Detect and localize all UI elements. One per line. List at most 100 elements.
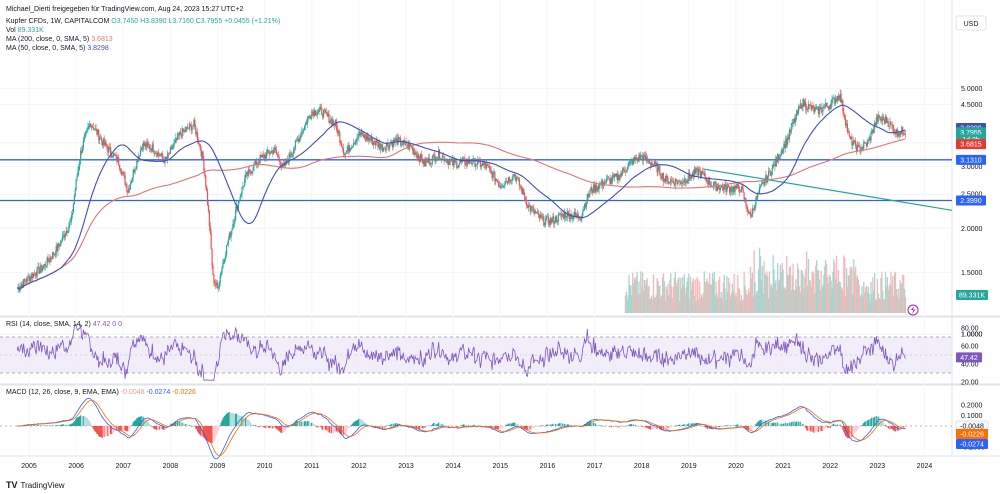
- macd-histogram-bar: [795, 422, 797, 426]
- volume-bar: [839, 282, 841, 313]
- macd-histogram-bar: [685, 424, 687, 426]
- volume-bar: [729, 283, 731, 313]
- macd-histogram-bar: [743, 426, 745, 428]
- candle-body: [90, 123, 92, 128]
- rsi-line[interactable]: [16, 324, 906, 381]
- volume-bar: [860, 294, 862, 313]
- macd-histogram-bar: [313, 424, 316, 426]
- macd-signal-line[interactable]: [17, 399, 906, 457]
- candle-body: [306, 119, 308, 125]
- macd-histogram-bar: [150, 426, 152, 427]
- currency-button[interactable]: [955, 15, 987, 31]
- candle-body: [364, 134, 366, 138]
- candle-body: [181, 128, 183, 138]
- candle-body: [563, 213, 565, 219]
- candle-body: [165, 156, 167, 160]
- macd-histogram-bar: [872, 417, 874, 426]
- macd-histogram-bar: [551, 424, 553, 426]
- candle-body: [233, 223, 235, 225]
- candle-body: [731, 190, 733, 192]
- macd-histogram-bar: [534, 426, 536, 428]
- candle-body: [73, 196, 75, 204]
- volume-bar: [878, 298, 880, 313]
- macd-legend[interactable]: MACD (12, 26, close, 9, EMA, EMA) -0.004…: [6, 389, 196, 396]
- ma200-legend[interactable]: MA (200, close, 0, SMA, 5) 3.6813: [6, 36, 113, 43]
- candle-body: [378, 142, 380, 148]
- macd-histogram-bar: [492, 426, 494, 429]
- macd-histogram-bar: [200, 426, 202, 437]
- candle-body: [294, 140, 297, 148]
- volume-legend[interactable]: Vol 89.331K: [6, 27, 44, 34]
- macd-histogram-bar: [148, 422, 150, 426]
- macd-histogram-bar: [817, 426, 820, 433]
- trend-line[interactable]: [702, 168, 953, 211]
- macd-histogram-bar: [599, 425, 601, 426]
- macd-histogram-bar: [603, 426, 605, 427]
- volume-bar: [733, 273, 735, 313]
- macd-histogram-bar: [280, 426, 282, 433]
- macd-histogram-bar: [486, 426, 488, 427]
- macd-histogram-bar: [798, 422, 800, 426]
- time-tick-label: 2023: [870, 463, 886, 470]
- macd-histogram-bar: [214, 426, 216, 441]
- candle-body: [113, 153, 115, 155]
- volume-bar: [777, 263, 779, 313]
- macd-label-box: [956, 439, 988, 449]
- candle-body: [781, 150, 783, 154]
- candle-body: [622, 168, 624, 175]
- candle-body: [687, 179, 689, 181]
- tradingview-brand[interactable]: TV TradingView: [6, 480, 65, 490]
- macd-histogram-bar: [245, 417, 247, 426]
- volume-bar: [668, 295, 670, 313]
- ma50-line[interactable]: [16, 104, 906, 290]
- candle-body: [897, 134, 899, 137]
- candle-body: [817, 106, 820, 114]
- candle-body: [377, 142, 379, 148]
- candle-body: [305, 123, 307, 125]
- candle-body: [68, 226, 70, 232]
- volume-bar: [816, 260, 818, 313]
- candle-body: [101, 140, 104, 146]
- candle-body: [678, 180, 680, 182]
- symbol-name[interactable]: Kupfer CFDs, 1W, CAPITALCOM: [6, 18, 110, 25]
- macd-histogram-bar: [218, 426, 220, 428]
- macd-histogram-bar: [98, 426, 100, 437]
- macd-histogram-bar: [187, 425, 190, 426]
- candle-body: [78, 166, 80, 171]
- candle-body: [454, 160, 456, 163]
- candle-body: [293, 147, 296, 150]
- macd-histogram-bar: [303, 421, 306, 426]
- volume-bar: [725, 300, 727, 313]
- macd-histogram-bar: [585, 423, 588, 426]
- candle-body: [207, 204, 210, 211]
- macd-histogram-bar: [592, 422, 594, 426]
- macd-histogram-bar: [874, 417, 877, 426]
- macd-histogram-bar: [835, 424, 837, 426]
- candle-body: [244, 179, 246, 186]
- macd-histogram-bar: [764, 420, 766, 426]
- macd-histogram-bar: [493, 426, 495, 428]
- macd-histogram-bar: [351, 424, 353, 426]
- candle-body: [312, 111, 315, 116]
- ma50-legend[interactable]: MA (50, close, 0, SMA, 5) 3.8298: [6, 45, 109, 52]
- candle-body: [648, 159, 650, 164]
- macd-histogram-bar: [594, 423, 597, 426]
- rsi-legend[interactable]: RSI (14, close, SMA, 14, 2) 47.42 0 0: [6, 321, 122, 328]
- macd-histogram-bar: [420, 426, 423, 428]
- candle-body: [106, 145, 108, 149]
- macd-histogram-bar: [333, 426, 336, 433]
- macd-histogram-bar: [893, 426, 896, 432]
- candle-body: [467, 160, 469, 164]
- macd-line[interactable]: [17, 397, 906, 460]
- rsi-tick-label: 60.00: [961, 344, 979, 351]
- macd-histogram-bar: [252, 425, 254, 426]
- macd-histogram-bar: [846, 426, 849, 439]
- candle-body: [711, 186, 713, 188]
- candle-body: [807, 104, 810, 110]
- macd-histogram-bar: [394, 423, 396, 426]
- candle-body: [446, 159, 448, 164]
- time-tick-label: 2015: [493, 463, 509, 470]
- ma200-line[interactable]: [16, 138, 906, 290]
- volume-bar: [854, 270, 856, 313]
